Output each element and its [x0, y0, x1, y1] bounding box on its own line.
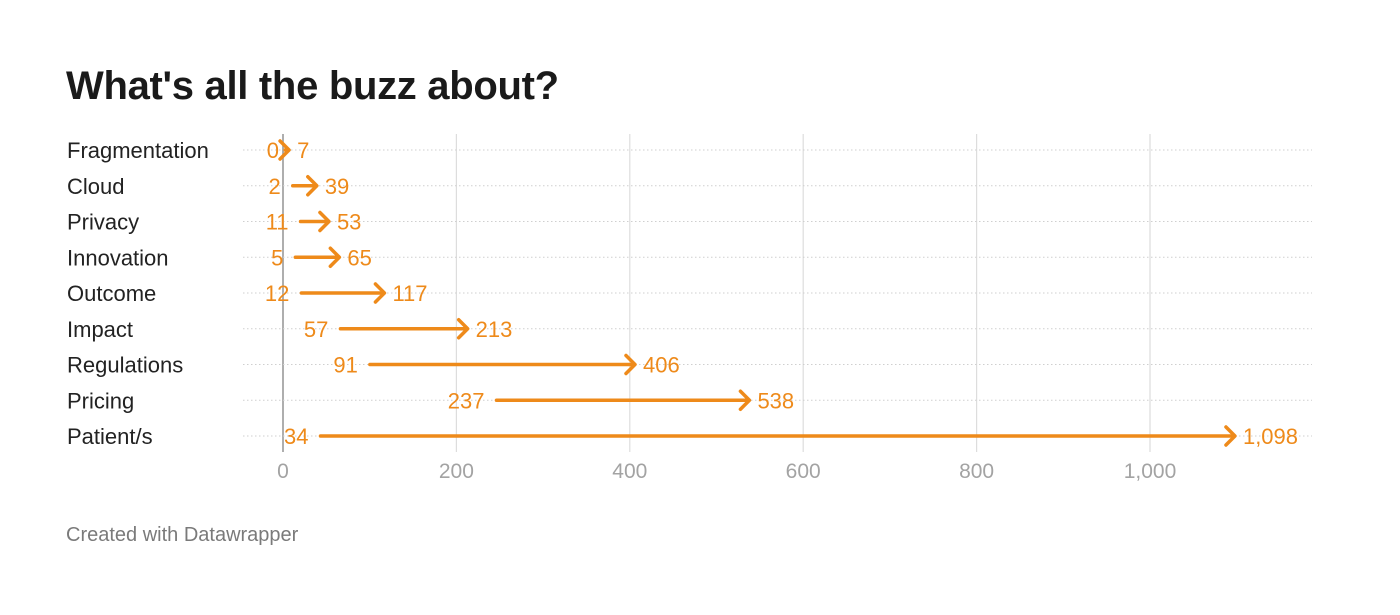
start-value-label: 91 [333, 353, 357, 378]
end-value-label: 213 [476, 317, 513, 342]
end-value-label: 65 [347, 245, 371, 270]
start-value-label: 11 [266, 210, 289, 235]
start-value-label: 2 [268, 174, 280, 199]
x-tick-label: 0 [277, 460, 289, 483]
start-value-label: 34 [284, 424, 308, 449]
arrow-head [328, 246, 342, 268]
category-label: Cloud [67, 174, 124, 199]
category-label: Pricing [67, 388, 134, 413]
arrow-head [373, 282, 387, 304]
category-label: Regulations [67, 353, 183, 378]
end-value-label: 7 [297, 138, 309, 163]
x-tick-label: 200 [439, 460, 474, 483]
category-label: Innovation [67, 245, 169, 270]
x-tick-label: 1,000 [1124, 460, 1177, 483]
arrow-head [318, 210, 331, 233]
start-value-label: 57 [304, 317, 328, 342]
category-label: Impact [67, 317, 133, 342]
arrow-head [278, 139, 291, 161]
start-value-label: 237 [448, 388, 485, 413]
chart-title: What's all the buzz about? [66, 64, 559, 108]
category-label: Outcome [67, 281, 156, 306]
category-label: Privacy [67, 210, 139, 235]
end-value-label: 117 [392, 281, 427, 306]
start-value-label: 12 [265, 281, 289, 306]
x-tick-label: 600 [786, 460, 821, 483]
arrow-head [456, 318, 470, 340]
arrow-head [624, 353, 637, 376]
end-value-label: 1,098 [1243, 424, 1298, 449]
grid-layer: 0 200 400 600 800 1,000 [277, 134, 1176, 483]
category-label: Patient/s [67, 424, 153, 449]
end-value-label: 39 [325, 174, 349, 199]
start-value-label: 0 [267, 138, 279, 163]
x-tick-label: 400 [612, 460, 647, 483]
end-value-label: 538 [757, 388, 794, 413]
category-label: Fragmentation [67, 138, 209, 163]
arrow-head [306, 175, 319, 197]
footer-credit: Created with Datawrapper [66, 524, 299, 546]
end-value-label: 53 [337, 210, 361, 235]
arrow-layer [278, 139, 1237, 447]
x-tick-label: 800 [959, 460, 994, 483]
arrow-head [738, 389, 752, 411]
end-value-label: 406 [643, 353, 680, 378]
label-layer: Fragmentation 0 7 Cloud 2 39 Privacy 11 53 Innova… [67, 138, 1298, 449]
start-value-label: 5 [271, 245, 283, 270]
arrow-head [1224, 425, 1237, 447]
